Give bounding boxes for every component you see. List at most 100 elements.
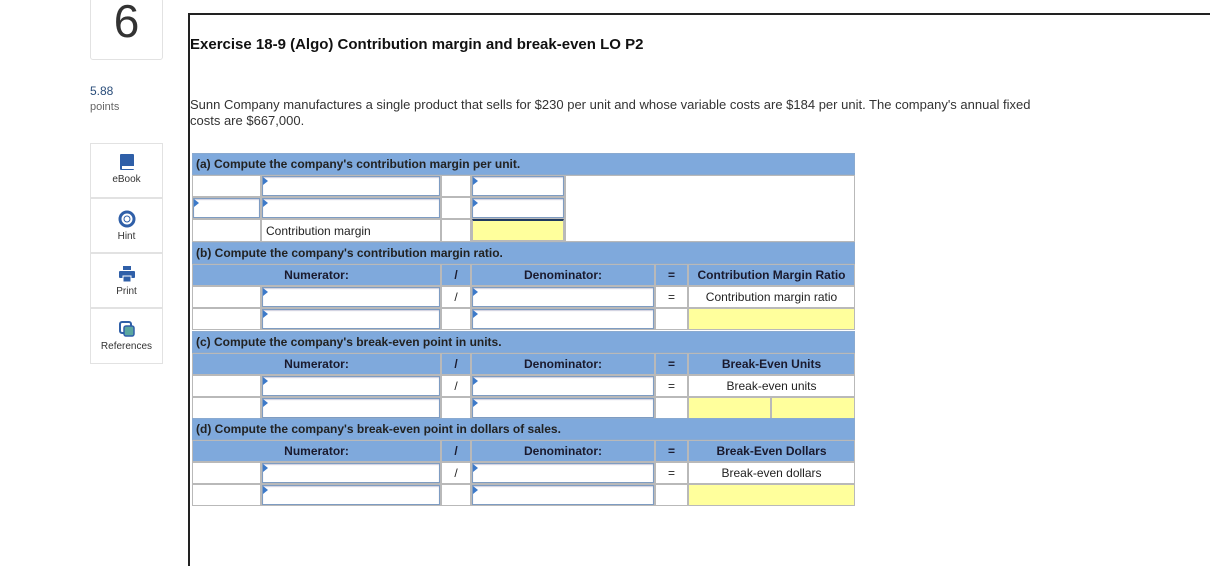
row-label: Contribution margin xyxy=(261,219,441,242)
result-header: Contribution Margin Ratio xyxy=(688,264,855,286)
numerator-header: Numerator: xyxy=(192,264,441,286)
ebook-icon xyxy=(119,154,134,170)
answer-input[interactable] xyxy=(472,485,654,505)
answer-total[interactable] xyxy=(688,397,771,419)
cell xyxy=(261,462,441,484)
cell xyxy=(471,375,655,397)
cell xyxy=(441,175,471,197)
tool-label: Hint xyxy=(117,231,136,242)
cell xyxy=(192,286,261,308)
cell xyxy=(261,308,441,330)
cell xyxy=(192,462,261,484)
answer-input[interactable] xyxy=(472,198,564,218)
cell xyxy=(192,308,261,330)
result-header: Break-Even Dollars xyxy=(688,440,855,462)
cell xyxy=(655,484,688,506)
cell xyxy=(655,308,688,330)
references-icon xyxy=(118,321,135,337)
exercise-description: Sunn Company manufactures a single produ… xyxy=(190,97,1031,128)
answer-total[interactable] xyxy=(472,219,564,241)
answer-input[interactable] xyxy=(472,463,654,483)
tool-label: Print xyxy=(116,286,137,297)
tool-label: eBook xyxy=(112,174,141,185)
equals-sign: = xyxy=(655,375,688,397)
cell xyxy=(471,308,655,330)
answer-input[interactable] xyxy=(472,309,654,329)
answer-input[interactable] xyxy=(262,398,440,418)
numerator-header: Numerator: xyxy=(192,353,441,375)
equals-header: = xyxy=(655,353,688,375)
answer-input[interactable] xyxy=(472,287,654,307)
divide-sign: / xyxy=(441,462,471,484)
answer-input[interactable] xyxy=(262,287,440,307)
cell xyxy=(192,397,261,419)
result-label: Contribution margin ratio xyxy=(688,286,855,308)
answer-input[interactable] xyxy=(472,398,654,418)
cell xyxy=(441,308,471,330)
answer-input[interactable] xyxy=(262,198,440,218)
left-border xyxy=(188,13,190,566)
cell xyxy=(261,484,441,506)
cell xyxy=(261,286,441,308)
answer-input[interactable] xyxy=(262,485,440,505)
answer-total[interactable] xyxy=(688,484,855,506)
cell xyxy=(441,219,471,242)
exercise-title: Exercise 18-9 (Algo) Contribution margin… xyxy=(190,36,644,53)
tool-label: References xyxy=(100,341,153,352)
cell xyxy=(261,375,441,397)
cell xyxy=(471,462,655,484)
divide-sign: / xyxy=(441,375,471,397)
answer-input[interactable] xyxy=(262,463,440,483)
section-title: (b) Compute the company's contribution m… xyxy=(192,242,855,264)
question-number: 6 xyxy=(90,0,163,60)
print-button[interactable]: Print xyxy=(90,253,163,308)
cell xyxy=(192,175,261,197)
answer-input[interactable] xyxy=(472,176,564,196)
equals-header: = xyxy=(655,440,688,462)
section-title: (a) Compute the company's contribution m… xyxy=(192,153,855,175)
equals-header: = xyxy=(655,264,688,286)
answer-total[interactable] xyxy=(688,308,855,330)
hint-icon xyxy=(118,210,135,228)
divide-header: / xyxy=(441,264,471,286)
result-header: Break-Even Units xyxy=(688,353,855,375)
result-label: Break-even dollars xyxy=(688,462,855,484)
answer-input[interactable] xyxy=(262,309,440,329)
cell xyxy=(441,484,471,506)
cell xyxy=(471,197,565,219)
print-icon xyxy=(118,266,135,283)
points-label: points xyxy=(90,101,120,113)
cell xyxy=(261,197,441,219)
answer-input[interactable] xyxy=(262,376,440,396)
section-title: (d) Compute the company's break-even poi… xyxy=(192,418,855,440)
answer-input[interactable] xyxy=(193,198,260,218)
divide-header: / xyxy=(441,440,471,462)
numerator-header: Numerator: xyxy=(192,440,441,462)
cell xyxy=(192,375,261,397)
hint-button[interactable]: Hint xyxy=(90,198,163,253)
denominator-header: Denominator: xyxy=(471,264,655,286)
equals-sign: = xyxy=(655,462,688,484)
cell xyxy=(192,484,261,506)
cell xyxy=(471,175,565,197)
ebook-button[interactable]: eBook xyxy=(90,143,163,198)
cell xyxy=(441,197,471,219)
cell xyxy=(192,197,261,219)
cell xyxy=(441,397,471,419)
cell xyxy=(655,397,688,419)
references-button[interactable]: References xyxy=(90,308,163,364)
cell xyxy=(261,175,441,197)
cell xyxy=(565,175,855,242)
divide-sign: / xyxy=(441,286,471,308)
section-title: (c) Compute the company's break-even poi… xyxy=(192,331,855,353)
answer-total[interactable] xyxy=(771,397,855,419)
top-border xyxy=(188,13,1210,15)
points-value: 5.88 xyxy=(90,84,114,98)
answer-input[interactable] xyxy=(472,376,654,396)
denominator-header: Denominator: xyxy=(471,440,655,462)
cell xyxy=(471,484,655,506)
answer-input[interactable] xyxy=(262,176,440,196)
equals-sign: = xyxy=(655,286,688,308)
cell xyxy=(192,219,261,242)
